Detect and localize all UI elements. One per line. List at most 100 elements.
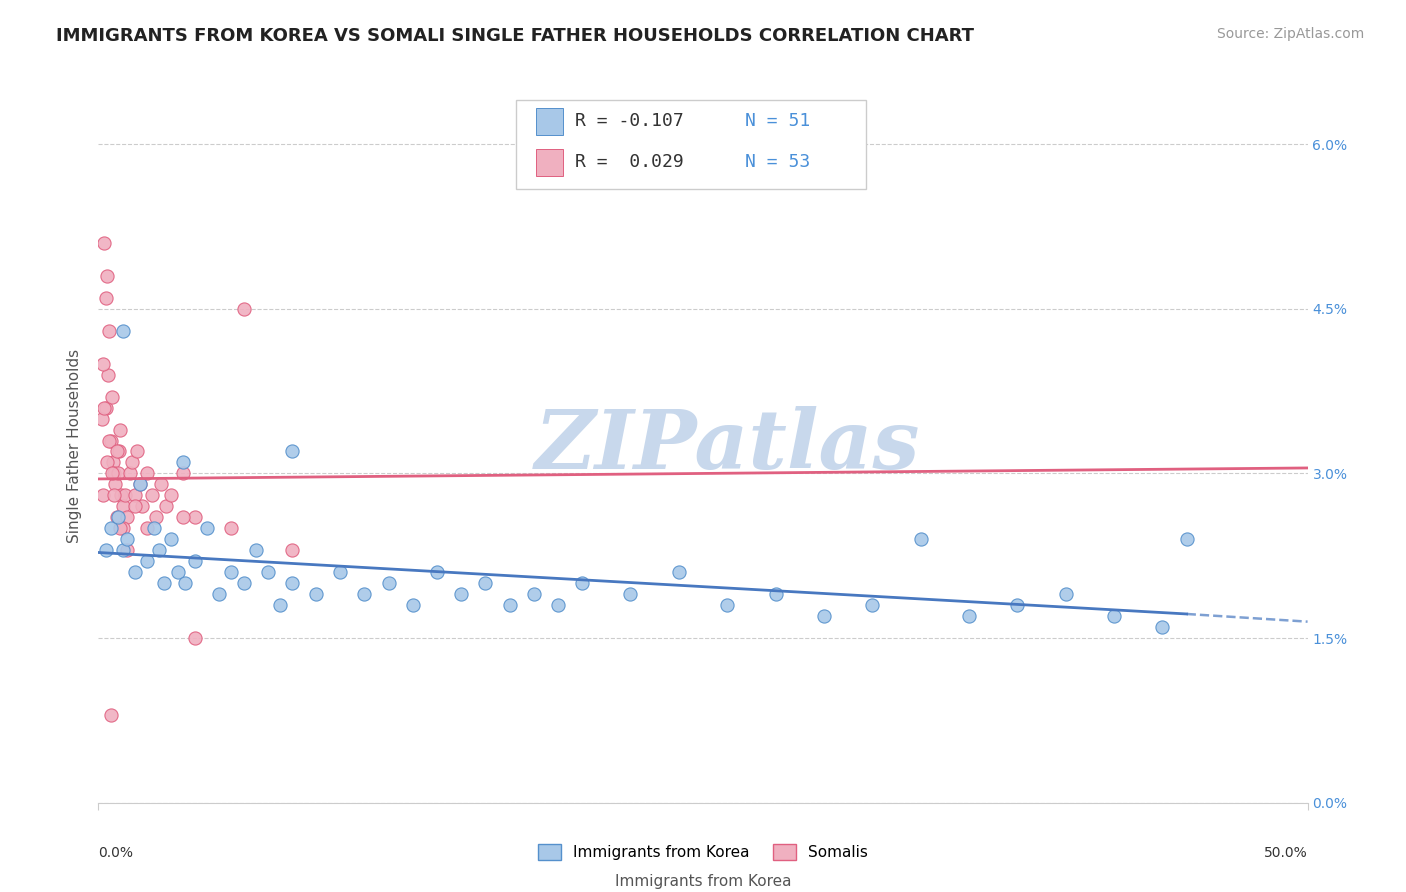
Point (121, 455, 143, 469)
Point (111, 324, 134, 338)
Point (329, 566, 352, 580)
Point (96, 455, 118, 469)
Point (765, 587, 787, 601)
Point (150, 477, 173, 491)
Point (232, 576, 254, 591)
Point (103, 488, 125, 502)
Point (160, 533, 183, 547)
Point (105, 510, 128, 524)
Point (117, 510, 139, 524)
Point (1054, 587, 1077, 601)
FancyBboxPatch shape (516, 100, 866, 189)
Point (91, 488, 114, 502)
Point (105, 444, 128, 458)
Text: 50.0%: 50.0% (1264, 846, 1308, 860)
Point (813, 609, 835, 624)
Point (114, 488, 136, 502)
Point (104, 477, 127, 491)
Point (93, 401, 115, 415)
Point (100, 521, 122, 535)
Point (498, 598, 520, 612)
Point (353, 587, 375, 601)
Text: Immigrants from Korea: Immigrants from Korea (614, 874, 792, 889)
Point (111, 500, 134, 514)
Point (281, 543, 304, 558)
Point (128, 477, 150, 491)
Point (108, 423, 131, 437)
Point (305, 587, 328, 601)
Point (117, 543, 139, 558)
Point (155, 500, 177, 514)
Point (98, 434, 121, 448)
Point (94, 401, 117, 415)
Point (117, 533, 139, 547)
Point (100, 467, 122, 481)
Point (281, 444, 304, 458)
Point (98, 324, 121, 338)
Point (107, 510, 129, 524)
Point (184, 631, 207, 645)
Point (1102, 609, 1125, 624)
Point (172, 510, 194, 524)
Text: N = 53: N = 53 (745, 153, 811, 171)
Text: R =  0.029: R = 0.029 (575, 153, 683, 171)
Point (103, 467, 125, 481)
Point (208, 587, 231, 601)
Point (221, 566, 243, 580)
Point (94, 543, 117, 558)
Text: IMMIGRANTS FROM KOREA VS SOMALI SINGLE FATHER HOUSEHOLDS CORRELATION CHART: IMMIGRANTS FROM KOREA VS SOMALI SINGLE F… (56, 27, 974, 45)
Point (474, 576, 496, 591)
Point (100, 708, 122, 723)
Point (269, 598, 291, 612)
Legend: Immigrants from Korea, Somalis: Immigrants from Korea, Somalis (531, 838, 875, 866)
Point (111, 543, 134, 558)
Point (91, 357, 114, 371)
Point (96, 268, 118, 283)
Point (110, 488, 132, 502)
Point (716, 598, 738, 612)
Text: Source: ZipAtlas.com: Source: ZipAtlas.com (1216, 27, 1364, 41)
Point (174, 576, 197, 591)
Y-axis label: Single Father Households: Single Father Households (67, 349, 83, 543)
Point (619, 587, 641, 601)
Bar (536, 149, 562, 176)
Point (124, 566, 146, 580)
Point (135, 554, 157, 568)
Point (135, 521, 157, 535)
Point (93, 235, 115, 250)
Point (221, 521, 243, 535)
Point (145, 510, 167, 524)
Point (184, 510, 207, 524)
Point (195, 521, 218, 535)
Point (547, 598, 569, 612)
Point (124, 488, 146, 502)
Point (957, 609, 980, 624)
Point (402, 598, 425, 612)
Point (143, 521, 166, 535)
Point (108, 444, 131, 458)
Bar (536, 108, 562, 135)
Point (281, 576, 304, 591)
Point (128, 477, 150, 491)
Point (450, 587, 472, 601)
Point (184, 554, 207, 568)
Point (124, 500, 146, 514)
Point (426, 566, 449, 580)
Point (135, 467, 157, 481)
Point (232, 301, 254, 316)
Point (1175, 533, 1198, 547)
Point (1007, 598, 1029, 612)
Point (108, 521, 131, 535)
Point (160, 488, 183, 502)
Point (172, 467, 194, 481)
Point (148, 543, 170, 558)
Point (860, 598, 883, 612)
Point (100, 434, 122, 448)
Point (910, 533, 932, 547)
Point (127, 444, 149, 458)
Point (100, 390, 122, 404)
Point (107, 467, 129, 481)
Point (256, 566, 278, 580)
Text: R = -0.107: R = -0.107 (575, 112, 683, 130)
Point (245, 543, 267, 558)
